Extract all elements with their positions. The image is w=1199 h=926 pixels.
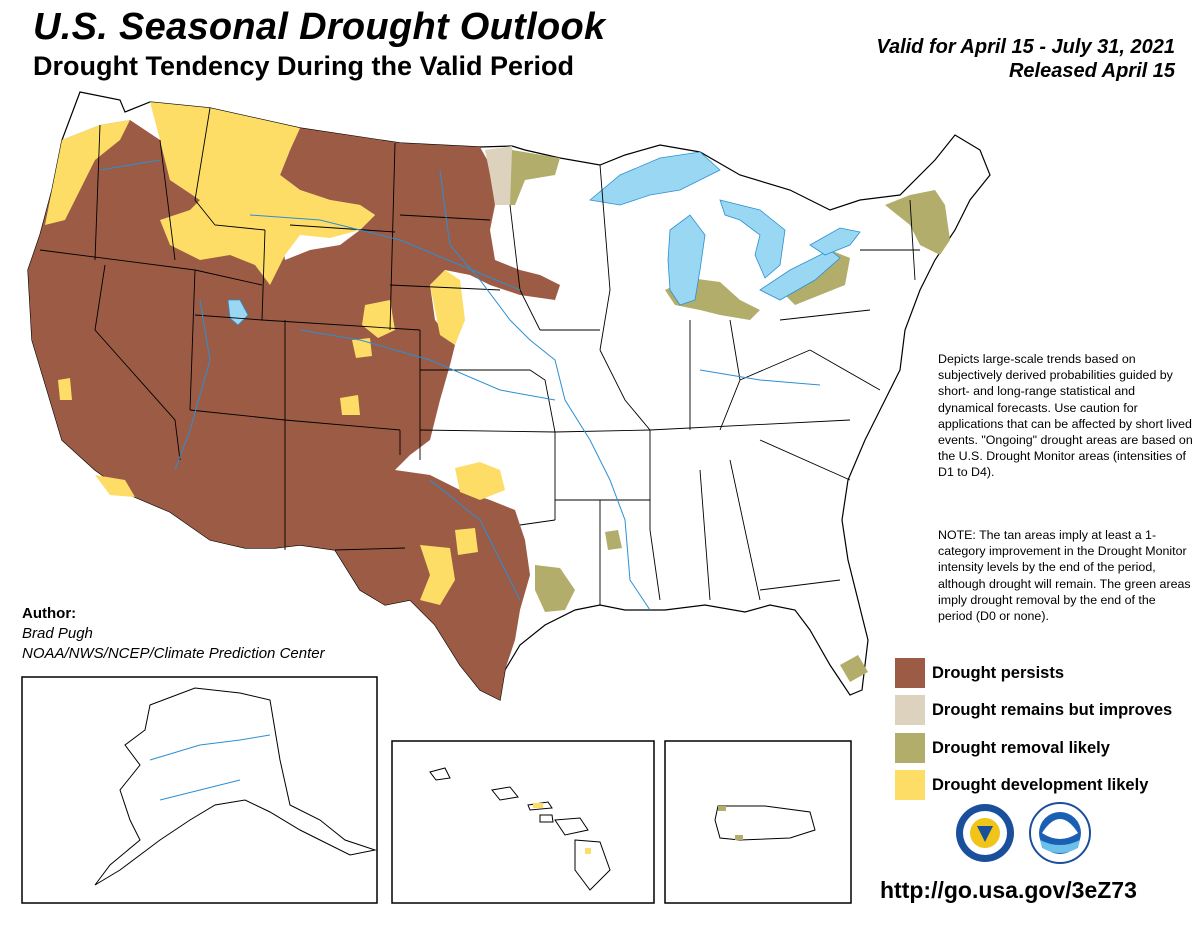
map-title: U.S. Seasonal Drought Outlook [33,6,606,48]
author-org: NOAA/NWS/NCEP/Climate Prediction Center [22,645,325,662]
legend-swatch [895,733,925,763]
hawaii-islands [429,767,611,891]
legend-label: Drought remains but improves [932,700,1173,719]
note-text: NOTE: The tan areas imply at least a 1-c… [938,528,1191,624]
legend-item-persists: Drought persists [895,658,1064,688]
release-date: Released April 15 [1008,60,1175,82]
state-borders [39,107,920,605]
rivers [99,159,821,611]
map-subtitle: Drought Tendency During the Valid Period [33,51,575,81]
legend-item-improves: Drought remains but improves [895,695,1172,725]
legend-label: Drought persists [932,663,1065,682]
author-name: Brad Pugh [22,625,93,642]
author-label: Author: [22,605,77,622]
puerto-rico-shape [714,805,816,841]
alaska-shape [94,687,377,886]
legend-swatch [895,695,925,725]
legend-label: Drought removal likely [932,738,1110,757]
author-block: Author: Brad Pugh NOAA/NWS/NCEP/Climate … [22,604,325,664]
hawaii-development-spot-2 [585,848,591,854]
alaska-rivers [149,734,271,801]
pr-removal-spot [718,806,726,811]
hawaii-development-spot [533,803,543,808]
legend-swatch [895,770,925,800]
nws-logo [956,804,1014,862]
improves-area [485,146,515,205]
great-lakes [227,151,861,326]
legend-item-removal: Drought removal likely [895,733,1110,763]
description-text: Depicts large-scale trends based on subj… [938,352,1193,480]
development-areas [45,102,505,605]
source-url[interactable]: http://go.usa.gov/3eZ73 [880,877,1137,903]
legend-label: Drought development likely [932,775,1149,794]
legend-swatch [895,658,925,688]
pr-removal-spot-2 [735,835,743,840]
legend-item-development: Drought development likely [895,770,1148,800]
valid-period: Valid for April 15 - July 31, 2021 [876,36,1175,58]
hawaii-inset [391,740,655,904]
noaa-logo [1029,802,1091,864]
